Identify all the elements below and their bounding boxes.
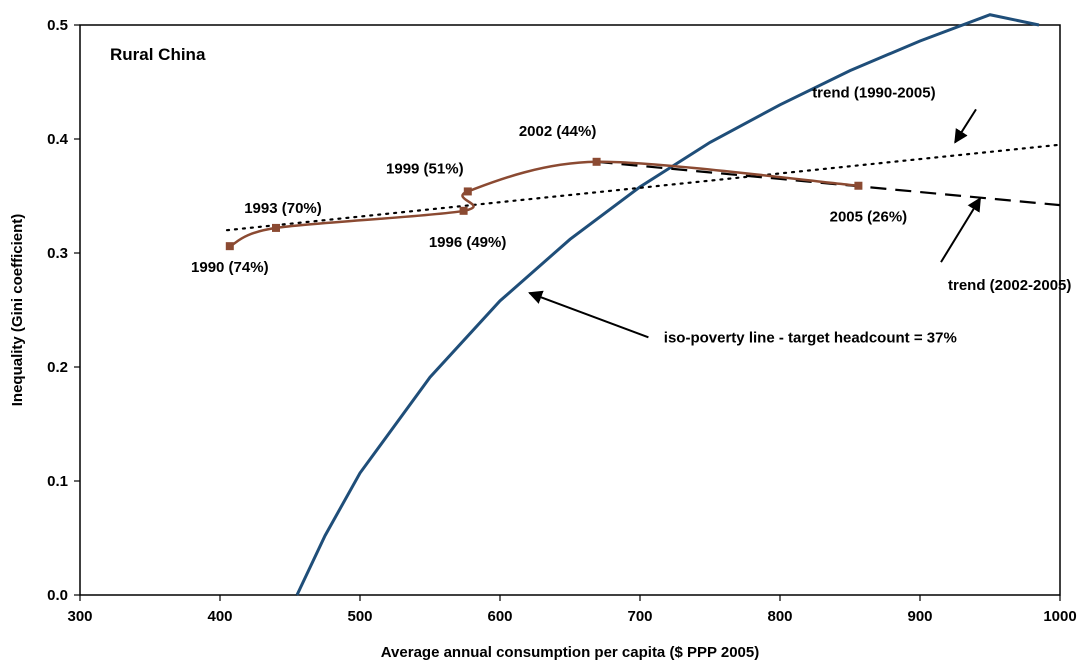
y-tick-label: 0.5 <box>47 17 68 34</box>
x-tick-label: 400 <box>207 608 232 625</box>
data-point-marker <box>463 187 472 196</box>
series-layer: 1990 (74%) 1993 (70%) 1996 (49%) 1999 (51%)… <box>191 13 1062 596</box>
x-tick-label: 1000 <box>1043 608 1076 625</box>
data-point-marker <box>592 157 601 166</box>
y-tick-label: 0.1 <box>47 473 68 490</box>
data-point-label: 2002 (44%) <box>519 123 597 140</box>
annotation-label: iso-poverty line - target headcount = 37… <box>664 329 957 346</box>
x-axis-title: Average annual consumption per capita ($… <box>381 644 759 661</box>
iso-poverty-line <box>295 13 1040 596</box>
y-tick-label: 0.0 <box>47 587 68 604</box>
annotation-arrow <box>940 197 982 263</box>
data-point-marker <box>854 181 863 190</box>
annotation-arrow <box>954 108 977 144</box>
x-tick-label: 800 <box>767 608 792 625</box>
data-point-marker <box>272 223 280 232</box>
data-point-label: 1990 (74%) <box>191 259 269 276</box>
y-tick-label: 0.2 <box>47 359 68 376</box>
x-tick-label: 500 <box>347 608 372 625</box>
y-axis-title: Inequality (Gini coefficient) <box>9 214 26 407</box>
panel-label: Rural China <box>110 45 206 64</box>
x-tick-label: 600 <box>487 608 512 625</box>
y-axis: 0.0 0.1 0.2 0.3 0.4 0.5 <box>47 17 80 604</box>
data-point-label: 1993 (70%) <box>244 200 322 217</box>
annotation-layer: trend (1990-2005) trend (2002-2005) iso-po… <box>528 84 1071 346</box>
annotation-label: trend (2002-2005) <box>948 277 1071 294</box>
x-tick-label: 700 <box>627 608 652 625</box>
x-tick-label: 900 <box>907 608 932 625</box>
x-axis: 300 400 500 600 700 800 900 1000 <box>67 595 1077 625</box>
data-point-marker <box>225 242 234 251</box>
data-point-label: 2005 (26%) <box>830 209 908 226</box>
data-point-marker <box>459 206 468 215</box>
trend-1990-2005-line <box>225 143 1062 232</box>
annotation-label: trend (1990-2005) <box>812 84 935 101</box>
plot-area <box>79 24 1061 596</box>
x-tick-label: 300 <box>67 608 92 625</box>
y-tick-label: 0.4 <box>47 131 69 148</box>
gini-consumption-path <box>229 160 859 248</box>
data-point-label: 1996 (49%) <box>429 234 507 251</box>
y-tick-label: 0.3 <box>47 245 68 262</box>
annotation-arrow <box>528 290 649 339</box>
data-point-label: 1999 (51%) <box>386 160 464 177</box>
